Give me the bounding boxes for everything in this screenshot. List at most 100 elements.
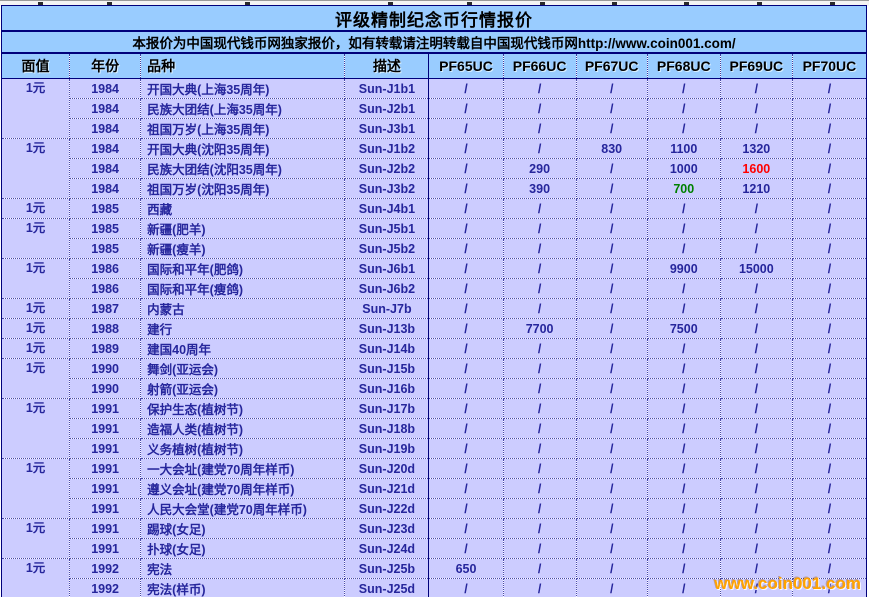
price-cell-pf67uc[interactable]: / [575, 118, 648, 139]
year-cell[interactable]: 1991 [69, 418, 142, 439]
price-cell-pf65uc[interactable]: / [428, 78, 504, 99]
price-cell-pf65uc[interactable]: / [428, 258, 504, 279]
price-cell-pf65uc[interactable]: / [428, 578, 504, 597]
year-cell[interactable]: 1988 [69, 318, 142, 339]
price-cell-pf66uc[interactable]: 7700 [502, 318, 577, 339]
price-cell-pf67uc[interactable]: / [575, 198, 648, 219]
variety-cell[interactable]: 宪法(样币) [140, 578, 346, 597]
description-code-cell[interactable]: Sun-J5b2 [344, 238, 430, 259]
price-cell-pf68uc[interactable]: / [646, 458, 721, 479]
price-cell-pf67uc[interactable]: / [575, 558, 648, 579]
column-header-pf70uc[interactable]: PF70UC [791, 53, 868, 79]
price-cell-pf69uc[interactable]: 15000 [719, 258, 793, 279]
price-cell-pf67uc[interactable]: / [575, 518, 648, 539]
price-cell-pf65uc[interactable]: / [428, 378, 504, 399]
price-cell-pf70uc[interactable]: / [791, 478, 868, 499]
price-cell-pf70uc[interactable]: / [791, 78, 868, 99]
price-cell-pf68uc[interactable]: 7500 [646, 318, 721, 339]
column-header-pf69uc[interactable]: PF69UC [719, 53, 793, 79]
price-cell-pf66uc[interactable]: / [502, 98, 577, 119]
description-code-cell[interactable]: Sun-J13b [344, 318, 430, 339]
price-cell-pf68uc[interactable]: / [646, 78, 721, 99]
face-value-cell[interactable]: 1元 [0, 458, 71, 519]
price-cell-pf70uc[interactable]: / [791, 238, 868, 259]
price-cell-pf70uc[interactable]: / [791, 538, 868, 559]
face-value-cell[interactable]: 1元 [0, 218, 71, 259]
face-value-cell[interactable]: 1元 [0, 318, 71, 339]
price-cell-pf66uc[interactable]: / [502, 378, 577, 399]
price-cell-pf66uc[interactable]: / [502, 198, 577, 219]
price-cell-pf66uc[interactable]: / [502, 358, 577, 379]
year-cell[interactable]: 1991 [69, 538, 142, 559]
variety-cell[interactable]: 国际和平年(肥鸽) [140, 258, 346, 279]
price-cell-pf67uc[interactable]: / [575, 238, 648, 259]
price-cell-pf66uc[interactable]: / [502, 258, 577, 279]
description-code-cell[interactable]: Sun-J3b1 [344, 118, 430, 139]
price-cell-pf65uc[interactable]: / [428, 98, 504, 119]
year-cell[interactable]: 1991 [69, 518, 142, 539]
price-cell-pf68uc[interactable]: / [646, 498, 721, 519]
price-cell-pf69uc[interactable]: / [719, 438, 793, 459]
price-cell-pf69uc[interactable]: / [719, 218, 793, 239]
year-cell[interactable]: 1984 [69, 98, 142, 119]
year-cell[interactable]: 1987 [69, 298, 142, 319]
price-cell-pf67uc[interactable]: / [575, 458, 648, 479]
price-cell-pf67uc[interactable]: / [575, 278, 648, 299]
price-cell-pf66uc[interactable]: / [502, 338, 577, 359]
price-cell-pf65uc[interactable]: / [428, 538, 504, 559]
price-cell-pf65uc[interactable]: / [428, 498, 504, 519]
price-cell-pf67uc[interactable]: / [575, 218, 648, 239]
variety-cell[interactable]: 民族大团结(沈阳35周年) [140, 158, 346, 179]
description-code-cell[interactable]: Sun-J25b [344, 558, 430, 579]
price-cell-pf69uc[interactable]: / [719, 498, 793, 519]
price-cell-pf67uc[interactable]: / [575, 78, 648, 99]
year-cell[interactable]: 1989 [69, 338, 142, 359]
price-cell-pf69uc[interactable]: / [719, 538, 793, 559]
variety-cell[interactable]: 舞剑(亚运会) [140, 358, 346, 379]
price-cell-pf69uc[interactable]: / [719, 298, 793, 319]
price-cell-pf67uc[interactable]: / [575, 398, 648, 419]
price-cell-pf70uc[interactable]: / [791, 318, 868, 339]
variety-cell[interactable]: 建行 [140, 318, 346, 339]
price-cell-pf65uc[interactable]: / [428, 238, 504, 259]
price-cell-pf67uc[interactable]: / [575, 438, 648, 459]
price-cell-pf69uc[interactable]: / [719, 398, 793, 419]
price-cell-pf68uc[interactable]: / [646, 418, 721, 439]
price-cell-pf66uc[interactable]: / [502, 218, 577, 239]
year-cell[interactable]: 1984 [69, 178, 142, 199]
year-cell[interactable]: 1991 [69, 398, 142, 419]
year-cell[interactable]: 1985 [69, 218, 142, 239]
description-code-cell[interactable]: Sun-J20d [344, 458, 430, 479]
price-cell-pf66uc[interactable]: / [502, 478, 577, 499]
variety-cell[interactable]: 新疆(瘦羊) [140, 238, 346, 259]
description-code-cell[interactable]: Sun-J6b2 [344, 278, 430, 299]
price-cell-pf70uc[interactable]: / [791, 278, 868, 299]
price-cell-pf65uc[interactable]: / [428, 518, 504, 539]
price-cell-pf70uc[interactable]: / [791, 438, 868, 459]
column-header-face-value[interactable]: 面值 [0, 53, 71, 79]
price-cell-pf65uc[interactable]: / [428, 278, 504, 299]
year-cell[interactable]: 1991 [69, 478, 142, 499]
face-value-cell[interactable]: 1元 [0, 558, 71, 597]
price-cell-pf67uc[interactable]: / [575, 298, 648, 319]
variety-cell[interactable]: 一大会址(建党70周年样币) [140, 458, 346, 479]
price-cell-pf65uc[interactable]: / [428, 298, 504, 319]
description-code-cell[interactable]: Sun-J2b2 [344, 158, 430, 179]
price-cell-pf69uc[interactable]: / [719, 578, 793, 597]
price-cell-pf65uc[interactable]: / [428, 218, 504, 239]
year-cell[interactable]: 1985 [69, 198, 142, 219]
year-cell[interactable]: 1986 [69, 258, 142, 279]
variety-cell[interactable]: 西藏 [140, 198, 346, 219]
price-cell-pf70uc[interactable]: / [791, 378, 868, 399]
description-code-cell[interactable]: Sun-J15b [344, 358, 430, 379]
price-cell-pf66uc[interactable]: / [502, 498, 577, 519]
price-cell-pf69uc[interactable]: / [719, 358, 793, 379]
price-cell-pf65uc[interactable]: / [428, 438, 504, 459]
year-cell[interactable]: 1984 [69, 138, 142, 159]
price-cell-pf70uc[interactable]: / [791, 518, 868, 539]
face-value-cell[interactable]: 1元 [0, 358, 71, 399]
price-cell-pf68uc[interactable]: / [646, 98, 721, 119]
description-code-cell[interactable]: Sun-J1b1 [344, 78, 430, 99]
column-header-pf68uc[interactable]: PF68UC [646, 53, 721, 79]
price-cell-pf66uc[interactable]: / [502, 238, 577, 259]
